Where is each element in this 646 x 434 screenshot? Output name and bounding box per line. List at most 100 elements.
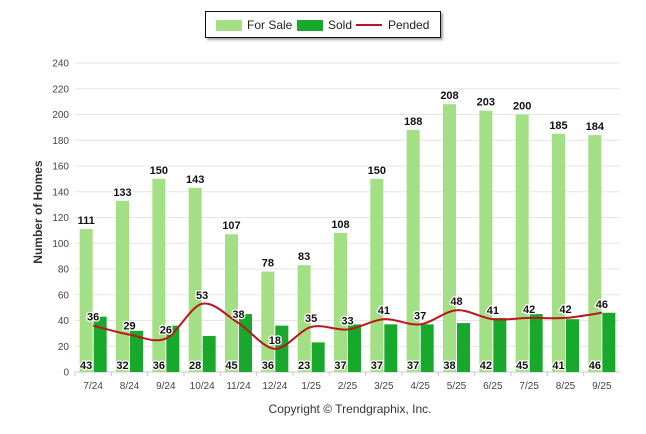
x-tick-label: 12/24: [262, 381, 287, 392]
bar-sold: [384, 324, 398, 372]
data-label-sold: 46: [589, 360, 601, 372]
legend: For Sale Sold Pended: [205, 11, 441, 38]
x-tick-label: 8/24: [120, 381, 140, 392]
bar-for-sale: [406, 129, 420, 372]
data-label-pended: 33: [341, 316, 353, 328]
data-label-pended: 26: [160, 325, 172, 337]
x-tick-label: 9/24: [156, 381, 176, 392]
bar-sold: [457, 323, 470, 372]
y-tick-label: 40: [58, 316, 70, 327]
bar-sold: [420, 324, 434, 372]
bar-for-sale: [116, 200, 129, 372]
bar-for-sale: [79, 229, 93, 372]
bar-for-sale: [370, 178, 384, 372]
y-tick-label: 200: [52, 110, 69, 121]
bar-for-sale: [188, 187, 202, 372]
bar-sold: [275, 325, 289, 372]
bar-for-sale: [225, 234, 238, 372]
data-label-pended: 37: [414, 310, 426, 322]
y-tick-label: 220: [52, 84, 69, 95]
bar-sold: [493, 317, 507, 372]
data-label-sold: 37: [371, 360, 383, 372]
x-tick-label: 2/25: [338, 381, 358, 392]
legend-swatch-sold: [297, 19, 323, 31]
data-label-for-sale: 78: [262, 258, 274, 270]
y-tick-label: 0: [63, 368, 69, 379]
legend-item-for-sale[interactable]: For Sale: [216, 18, 292, 32]
data-label-for-sale: 203: [477, 97, 495, 109]
bar-sold: [348, 324, 361, 372]
bar-sold: [311, 342, 325, 372]
data-label-for-sale: 150: [368, 165, 386, 177]
data-label-sold: 45: [225, 360, 237, 372]
data-label-pended: 18: [269, 335, 281, 347]
data-label-sold: 41: [552, 360, 564, 372]
data-label-pended: 48: [450, 296, 462, 308]
data-label-for-sale: 107: [222, 220, 240, 232]
data-label-sold: 37: [407, 360, 419, 372]
bar-for-sale: [443, 104, 456, 372]
data-label-for-sale: 108: [331, 219, 349, 231]
data-label-pended: 36: [87, 312, 99, 324]
data-label-sold: 28: [189, 360, 201, 372]
data-label-sold: 45: [516, 360, 528, 372]
copyright-text: Copyright © Trendgraphix, Inc.: [268, 402, 432, 416]
bar-for-sale: [479, 110, 493, 372]
bar-sold: [602, 312, 616, 372]
data-label-pended: 42: [559, 304, 571, 316]
x-tick-label: 8/25: [556, 381, 576, 392]
legend-swatch-for-sale: [216, 19, 242, 31]
y-tick-label: 80: [58, 265, 70, 276]
bar-sold: [130, 330, 143, 372]
bar-sold: [529, 314, 543, 372]
bar-for-sale: [152, 178, 166, 372]
data-label-pended: 41: [378, 305, 390, 317]
bar-for-sale: [334, 232, 347, 372]
legend-item-pended[interactable]: Pended: [356, 18, 429, 32]
data-label-sold: 43: [80, 360, 92, 372]
data-label-pended: 42: [523, 304, 535, 316]
legend-label-pended: Pended: [388, 18, 430, 32]
bar-sold: [239, 314, 252, 372]
x-tick-label: 7/25: [519, 381, 539, 392]
series-line-pended: [92, 302, 602, 350]
legend-line-pended: [356, 24, 382, 26]
bar-for-sale: [515, 114, 529, 372]
data-label-pended: 53: [196, 290, 208, 302]
y-tick-label: 240: [52, 59, 69, 70]
data-label-for-sale: 150: [150, 165, 168, 177]
bar-for-sale: [297, 265, 311, 372]
data-label-for-sale: 208: [440, 90, 458, 102]
x-tick-label: 6/25: [483, 381, 503, 392]
data-label-pended: 35: [305, 313, 317, 325]
bar-for-sale: [261, 271, 275, 372]
data-label-sold: 36: [153, 360, 165, 372]
y-tick-label: 60: [58, 290, 70, 301]
bar-sold: [566, 319, 579, 372]
x-tick-label: 5/25: [447, 381, 467, 392]
data-label-for-sale: 188: [404, 116, 422, 128]
bar-for-sale: [552, 133, 565, 372]
x-tick-label: 1/25: [301, 381, 321, 392]
x-tick-label: 11/24: [226, 381, 251, 392]
bar-for-sale: [588, 135, 602, 372]
x-tick-label: 3/25: [374, 381, 394, 392]
data-label-for-sale: 133: [113, 187, 131, 199]
legend-label-sold: Sold: [328, 18, 353, 32]
data-label-sold: 32: [116, 360, 128, 372]
x-tick-label: 10/24: [190, 381, 215, 392]
y-tick-label: 120: [52, 213, 69, 224]
data-label-sold: 23: [298, 360, 310, 372]
data-label-sold: 38: [443, 360, 455, 372]
data-label-pended: 41: [487, 305, 499, 317]
x-tick-label: 4/25: [410, 381, 430, 392]
legend-item-sold[interactable]: Sold: [297, 18, 352, 32]
y-tick-label: 140: [52, 187, 69, 198]
bar-sold: [93, 316, 107, 372]
data-label-pended: 38: [232, 309, 244, 321]
data-label-for-sale: 200: [513, 101, 531, 113]
y-tick-label: 180: [52, 136, 69, 147]
data-label-pended: 46: [596, 299, 608, 311]
